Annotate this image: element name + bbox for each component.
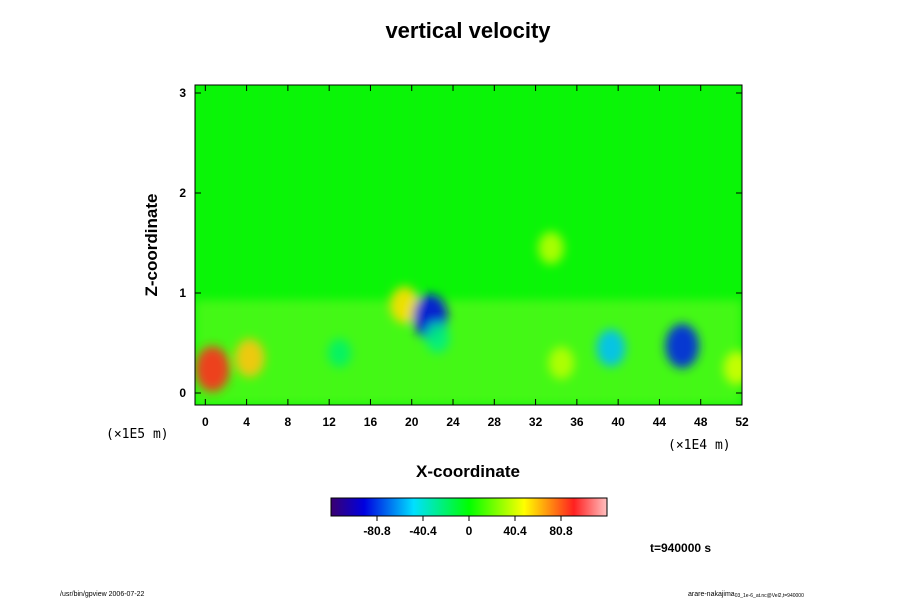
y-tick-label: 3 (179, 86, 186, 100)
colorbar-ticks: -80.8 -40.4 0 40.4 80.8 (363, 516, 573, 538)
updraft-feature (723, 351, 742, 385)
colorbar-gradient (330, 497, 608, 517)
x-tick-label: 28 (488, 415, 502, 429)
lower-yellow-band (195, 300, 742, 405)
footer-right: arare-nakajima03_1e-6_at.nc@Vel2,t=94000… (688, 591, 804, 599)
downdraft-feature (596, 329, 626, 367)
x-tick-label: 48 (694, 415, 708, 429)
x-unit-label: (×1E4 m) (668, 438, 731, 453)
colorbar: -80.8 -40.4 0 40.4 80.8 (330, 497, 608, 538)
y-tick-label: 2 (179, 186, 186, 200)
footer-right-sub: 03_1e-6_at.nc@Vel2,t=940000 (735, 593, 804, 599)
downdraft-feature (425, 323, 450, 353)
colorbar-tick-label: 0 (466, 524, 473, 538)
plot-frame (194, 84, 743, 406)
updraft-feature (195, 346, 230, 392)
time-label: t=940000 s (650, 541, 711, 555)
plot-area (195, 85, 742, 405)
x-tick-label: 36 (570, 415, 584, 429)
field-features (195, 231, 742, 392)
x-tick-label: 8 (285, 415, 292, 429)
updraft-feature (234, 338, 265, 378)
x-tick-label: 44 (653, 415, 667, 429)
x-tick-label: 16 (364, 415, 378, 429)
x-tick-label: 0 (202, 415, 209, 429)
x-tick-label: 24 (446, 415, 460, 429)
downdraft-feature (327, 338, 352, 368)
y-unit-label: (×1E5 m) (106, 427, 169, 442)
x-tick-label: 4 (243, 415, 250, 429)
chart-title: vertical velocity (385, 18, 551, 43)
y-tick-label: 1 (179, 286, 186, 300)
x-tick-label: 40 (611, 415, 625, 429)
x-tick-label: 32 (529, 415, 543, 429)
updraft-feature (390, 286, 419, 324)
y-axis-title: Z-coordinate (142, 194, 161, 297)
x-tick-label: 12 (322, 415, 336, 429)
colorbar-tick-label: -80.8 (363, 524, 391, 538)
colorbar-tick-label: 80.8 (549, 524, 573, 538)
colorbar-tick-label: -40.4 (409, 524, 437, 538)
y-tick-label: 0 (179, 386, 186, 400)
colorbar-tick-label: 40.4 (503, 524, 527, 538)
updraft-feature (538, 231, 564, 265)
x-tick-label: 52 (735, 415, 749, 429)
x-tick-label: 20 (405, 415, 419, 429)
footer-left: /usr/bin/gpview 2006-07-22 (60, 591, 145, 598)
updraft-feature (548, 346, 575, 380)
footer-right-main: arare-nakajima (688, 591, 735, 598)
downdraft-feature (665, 323, 699, 369)
x-axis-title: X-coordinate (416, 462, 520, 481)
